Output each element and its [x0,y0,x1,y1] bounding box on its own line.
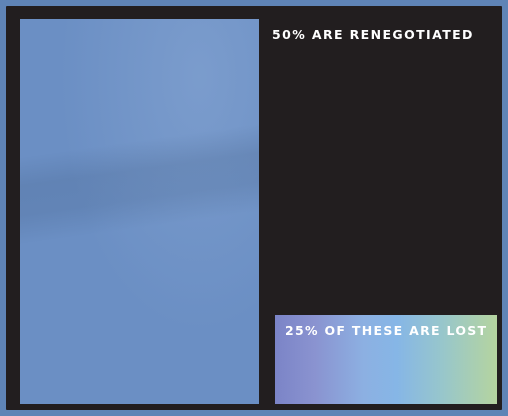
lost-panel: 25% OF THESE ARE LOST [275,315,497,404]
renegotiated-panel [20,19,259,404]
lost-label: 25% OF THESE ARE LOST [285,323,488,338]
renegotiated-label: 50% ARE RENEGOTIATED [272,27,474,42]
